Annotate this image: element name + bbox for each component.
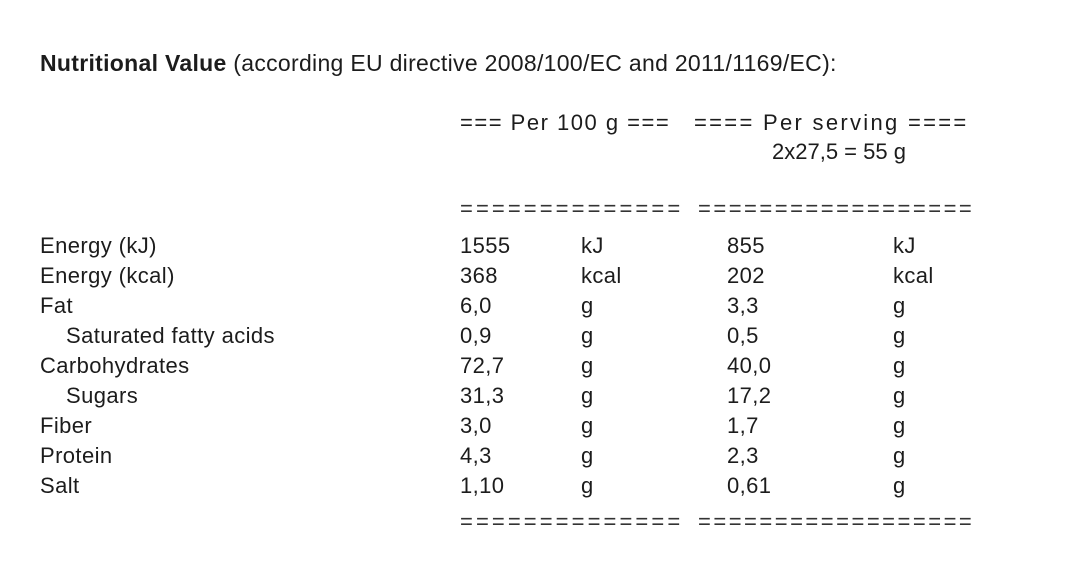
table-row: Fiber 3,0 g 1,7 g [0, 413, 1070, 443]
per-serving-unit: kJ [893, 233, 916, 258]
bottom-separator-per-serving: ================== [698, 509, 975, 534]
table-row: Sugars 31,3 g 17,2 g [0, 383, 1070, 413]
per-100g-unit: g [581, 443, 594, 468]
table-row: Energy (kcal) 368 kcal 202 kcal [0, 263, 1070, 293]
per-serving-value: 1,7 [727, 413, 759, 438]
per-100g-unit: g [581, 353, 594, 378]
bottom-separator-per-100g: ============== [460, 509, 684, 534]
row-label: Carbohydrates [40, 353, 190, 378]
top-separator-per-serving: ================== [698, 196, 975, 221]
per-100g-unit: g [581, 383, 594, 408]
per-100g-value: 1555 [460, 233, 511, 258]
row-label: Salt [40, 473, 80, 498]
per-100g-value: 4,3 [460, 443, 492, 468]
table-row: Protein 4,3 g 2,3 g [0, 443, 1070, 473]
per-serving-value: 0,5 [727, 323, 759, 348]
top-separator-per-100g: ============== [460, 196, 684, 221]
table-row: Saturated fatty acids 0,9 g 0,5 g [0, 323, 1070, 353]
per-serving-unit: g [893, 293, 906, 318]
column-header-per-100g: === Per 100 g === [460, 110, 671, 135]
per-100g-unit: kJ [581, 233, 604, 258]
per-serving-value: 0,61 [727, 473, 772, 498]
serving-size-note: 2x27,5 = 55 g [772, 139, 906, 164]
per-serving-unit: g [893, 413, 906, 438]
row-label: Fat [40, 293, 73, 318]
per-serving-unit: g [893, 383, 906, 408]
per-100g-value: 368 [460, 263, 498, 288]
per-100g-value: 3,0 [460, 413, 492, 438]
page-title-rest: (according EU directive 2008/100/EC and … [226, 50, 837, 76]
per-100g-value: 31,3 [460, 383, 505, 408]
table-row: Salt 1,10 g 0,61 g [0, 473, 1070, 503]
per-100g-value: 6,0 [460, 293, 492, 318]
per-100g-value: 0,9 [460, 323, 492, 348]
page-title: Nutritional Value (according EU directiv… [40, 50, 837, 77]
row-label: Energy (kcal) [40, 263, 175, 288]
per-serving-value: 3,3 [727, 293, 759, 318]
row-label: Protein [40, 443, 113, 468]
per-serving-value: 2,3 [727, 443, 759, 468]
per-serving-value: 202 [727, 263, 765, 288]
row-label: Saturated fatty acids [66, 323, 275, 348]
per-100g-unit: kcal [581, 263, 622, 288]
per-100g-unit: g [581, 323, 594, 348]
table-row: Fat 6,0 g 3,3 g [0, 293, 1070, 323]
per-100g-unit: g [581, 413, 594, 438]
per-serving-unit: g [893, 473, 906, 498]
per-100g-value: 72,7 [460, 353, 505, 378]
per-serving-unit: g [893, 443, 906, 468]
row-label: Sugars [66, 383, 139, 408]
per-serving-unit: g [893, 353, 906, 378]
per-serving-value: 40,0 [727, 353, 772, 378]
per-serving-unit: kcal [893, 263, 934, 288]
page-title-bold: Nutritional Value [40, 50, 227, 76]
row-label: Fiber [40, 413, 93, 438]
column-header-per-serving: ==== Per serving ==== [694, 110, 969, 135]
per-100g-unit: g [581, 473, 594, 498]
per-serving-unit: g [893, 323, 906, 348]
row-label: Energy (kJ) [40, 233, 157, 258]
per-serving-value: 17,2 [727, 383, 772, 408]
per-100g-value: 1,10 [460, 473, 505, 498]
table-row: Carbohydrates 72,7 g 40,0 g [0, 353, 1070, 383]
table-row: Energy (kJ) 1555 kJ 855 kJ [0, 233, 1070, 263]
per-serving-value: 855 [727, 233, 765, 258]
per-100g-unit: g [581, 293, 594, 318]
